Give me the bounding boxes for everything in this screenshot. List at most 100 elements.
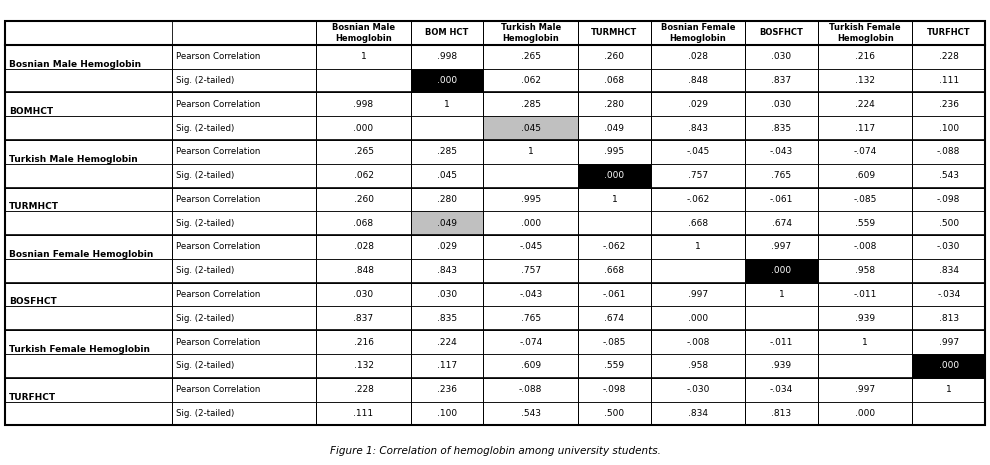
Text: -.011: -.011: [853, 290, 877, 299]
Text: .813: .813: [771, 409, 792, 418]
Bar: [818, 259, 913, 283]
Bar: [316, 378, 411, 402]
Text: .228: .228: [353, 385, 373, 394]
Bar: [411, 140, 483, 164]
Bar: [483, 354, 578, 378]
Bar: [745, 306, 818, 330]
Bar: [578, 116, 650, 140]
Text: .029: .029: [688, 100, 708, 109]
Text: .049: .049: [438, 219, 457, 228]
Bar: [316, 21, 411, 45]
Text: Bosnian Male Hemoglobin: Bosnian Male Hemoglobin: [9, 60, 141, 68]
Text: -.045: -.045: [686, 147, 710, 156]
Bar: [818, 402, 913, 425]
Text: .029: .029: [438, 242, 457, 252]
Text: BOSFHCT: BOSFHCT: [9, 298, 56, 306]
Text: TURMHCT: TURMHCT: [591, 28, 638, 37]
Text: .834: .834: [939, 266, 958, 275]
Text: Sig. (2-tailed): Sig. (2-tailed): [176, 124, 235, 133]
Bar: [172, 259, 316, 283]
Text: .216: .216: [855, 52, 875, 61]
Bar: [578, 140, 650, 164]
Text: -.008: -.008: [853, 242, 877, 252]
Bar: [650, 68, 745, 93]
Bar: [913, 140, 985, 164]
Text: .132: .132: [353, 361, 373, 371]
Bar: [650, 187, 745, 211]
Text: Turkish Female
Hemoglobin: Turkish Female Hemoglobin: [830, 23, 901, 42]
Bar: [650, 354, 745, 378]
Text: Pearson Correlation: Pearson Correlation: [176, 147, 260, 156]
Text: -.008: -.008: [686, 338, 710, 347]
Text: .668: .668: [688, 219, 708, 228]
Bar: [818, 235, 913, 259]
Text: .260: .260: [353, 195, 373, 204]
Bar: [913, 187, 985, 211]
Bar: [5, 187, 172, 211]
Bar: [411, 93, 483, 116]
Text: .668: .668: [604, 266, 625, 275]
Bar: [745, 283, 818, 306]
Bar: [483, 235, 578, 259]
Text: .236: .236: [939, 100, 958, 109]
Text: .028: .028: [688, 52, 708, 61]
Bar: [578, 235, 650, 259]
Bar: [5, 283, 172, 306]
Bar: [745, 402, 818, 425]
Text: BOSFHCT: BOSFHCT: [759, 28, 804, 37]
Text: .848: .848: [688, 76, 708, 85]
Bar: [411, 211, 483, 235]
Bar: [745, 211, 818, 235]
Text: .995: .995: [604, 147, 625, 156]
Bar: [5, 45, 172, 68]
Text: .609: .609: [521, 361, 541, 371]
Text: -.062: -.062: [603, 242, 626, 252]
Text: .765: .765: [521, 314, 541, 323]
Bar: [172, 164, 316, 187]
Text: .997: .997: [939, 338, 958, 347]
Text: .674: .674: [771, 219, 792, 228]
Text: .000: .000: [521, 219, 541, 228]
Bar: [818, 187, 913, 211]
Bar: [578, 378, 650, 402]
Text: Figure 1: Correlation of hemoglobin among university students.: Figure 1: Correlation of hemoglobin amon…: [330, 446, 660, 456]
Text: Sig. (2-tailed): Sig. (2-tailed): [176, 314, 235, 323]
Text: -.088: -.088: [519, 385, 543, 394]
Text: .674: .674: [604, 314, 625, 323]
Text: .843: .843: [688, 124, 708, 133]
Bar: [483, 116, 578, 140]
Bar: [411, 330, 483, 354]
Text: .997: .997: [688, 290, 708, 299]
Text: Turkish Male Hemoglobin: Turkish Male Hemoglobin: [9, 155, 138, 164]
Bar: [483, 330, 578, 354]
Text: .068: .068: [604, 76, 625, 85]
Bar: [650, 235, 745, 259]
Bar: [172, 45, 316, 68]
Text: 1: 1: [945, 385, 951, 394]
Text: .000: .000: [604, 171, 625, 180]
Text: Pearson Correlation: Pearson Correlation: [176, 195, 260, 204]
Bar: [483, 187, 578, 211]
Text: .995: .995: [521, 195, 541, 204]
Bar: [5, 93, 172, 116]
Text: -.074: -.074: [519, 338, 543, 347]
Bar: [316, 235, 411, 259]
Text: .813: .813: [939, 314, 958, 323]
Text: -.061: -.061: [770, 195, 793, 204]
Text: Bosnian Female
Hemoglobin: Bosnian Female Hemoglobin: [660, 23, 736, 42]
Bar: [5, 140, 172, 164]
Text: .030: .030: [771, 100, 792, 109]
Bar: [578, 283, 650, 306]
Text: -.098: -.098: [938, 195, 960, 204]
Text: .216: .216: [353, 338, 373, 347]
Text: .000: .000: [353, 124, 373, 133]
Bar: [172, 211, 316, 235]
Bar: [316, 402, 411, 425]
Bar: [913, 68, 985, 93]
Bar: [913, 306, 985, 330]
Text: .837: .837: [353, 314, 373, 323]
Bar: [913, 259, 985, 283]
Text: Pearson Correlation: Pearson Correlation: [176, 338, 260, 347]
Bar: [578, 45, 650, 68]
Text: .000: .000: [688, 314, 708, 323]
